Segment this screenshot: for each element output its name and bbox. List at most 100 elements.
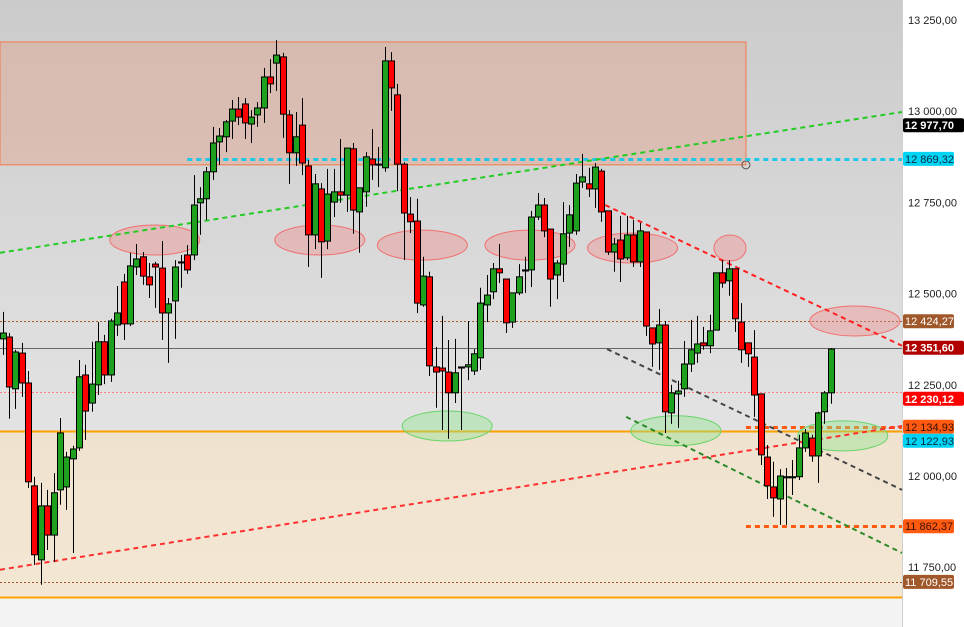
candle-down[interactable] [751,330,758,417]
candle-up[interactable] [89,341,96,412]
candle-down[interactable] [649,327,656,367]
candle-up[interactable] [133,244,140,276]
candle-up[interactable] [210,126,217,180]
candle-down[interactable] [401,162,408,261]
candle-up[interactable] [675,380,682,428]
trend-line[interactable] [606,348,903,491]
trend-line[interactable] [0,110,903,254]
candle-up[interactable] [560,202,567,282]
candle-up[interactable] [694,315,701,363]
candle-up[interactable] [707,314,714,354]
candle-down[interactable] [770,461,777,517]
candle-up[interactable] [458,366,465,431]
candle-up[interactable] [802,428,809,452]
support-ellipse[interactable] [401,410,493,442]
candle-up[interactable] [713,272,720,331]
candle-up[interactable] [76,360,83,451]
candle-up[interactable] [477,287,484,370]
candle-down[interactable] [605,210,612,255]
candle-up[interactable] [114,285,121,336]
candle-up[interactable] [522,256,529,293]
candle-down[interactable] [44,489,51,551]
candle-up[interactable] [172,260,179,339]
candle-down[interactable] [286,110,293,184]
candle-up[interactable] [197,187,204,235]
candle-down[interactable] [630,219,637,267]
candle-up[interactable] [528,210,535,288]
candle-down[interactable] [31,476,38,565]
candle-up[interactable] [223,120,230,153]
candle-up[interactable] [828,347,835,404]
candle-up[interactable] [821,391,828,424]
candle-up[interactable] [579,153,586,188]
candle-down[interactable] [758,393,765,466]
candle-down[interactable] [445,339,452,439]
candle-down[interactable] [235,97,242,126]
candle-down[interactable] [19,342,26,397]
candle-down[interactable] [407,196,414,234]
resistance-ellipse[interactable] [109,224,201,256]
candle-down[interactable] [617,215,624,282]
candle-up[interactable] [324,168,331,250]
candle-down[interactable] [350,142,357,234]
candle-down[interactable] [140,252,147,285]
candle-up[interactable] [452,338,459,404]
candle-up[interactable] [490,262,497,300]
candle-up[interactable] [70,445,77,553]
candle-up[interactable] [203,167,210,220]
candle-up[interactable] [51,473,58,562]
candle-down[interactable] [267,59,274,94]
candle-up[interactable] [554,260,561,300]
candle-up[interactable] [471,349,478,375]
candle-down[interactable] [369,129,376,180]
candle-down[interactable] [305,160,312,267]
candle-down[interactable] [439,315,446,431]
candle-up[interactable] [108,318,115,382]
candle-up[interactable] [789,459,796,495]
candle-up[interactable] [127,252,134,327]
candle-up[interactable] [165,297,172,363]
candle-down[interactable] [426,271,433,377]
candle-up[interactable] [331,168,338,218]
candle-up[interactable] [63,451,70,510]
candle-down[interactable] [337,138,344,203]
trend-line[interactable] [604,204,903,347]
candle-down[interactable] [242,98,249,139]
candle-up[interactable] [815,411,822,483]
support-ellipse[interactable] [630,415,722,447]
candle-up[interactable] [356,187,363,253]
candle-up[interactable] [254,102,261,127]
candle-down[interactable] [388,52,395,111]
candle-down[interactable] [152,261,159,308]
candle-down[interactable] [764,444,771,499]
candle-down[interactable] [541,198,548,238]
candle-down[interactable] [700,326,707,350]
candle-down[interactable] [643,231,650,336]
resistance-ellipse[interactable] [809,305,901,337]
candle-up[interactable] [273,40,280,91]
candle-up[interactable] [777,469,784,525]
candle-down[interactable] [101,334,108,385]
candle-down[interactable] [732,268,739,332]
candle-up[interactable] [261,67,268,123]
candle-up[interactable] [509,292,516,328]
candle-up[interactable] [191,175,198,261]
candle-down[interactable] [719,260,726,288]
candle-up[interactable] [0,311,7,355]
candle-up[interactable] [248,110,255,143]
candle-down[interactable] [745,342,752,367]
candle-up[interactable] [796,434,803,481]
candle-up[interactable] [668,384,675,424]
candle-down[interactable] [299,98,306,176]
candle-up[interactable] [516,264,523,296]
candle-down[interactable] [394,83,401,192]
candle-down[interactable] [496,244,503,284]
candle-down[interactable] [414,198,421,313]
candle-down[interactable] [598,168,605,222]
resistance-ellipse[interactable] [376,229,468,261]
candle-down[interactable] [146,262,153,298]
candle-up[interactable] [681,341,688,397]
candle-down[interactable] [662,320,669,433]
candle-up[interactable] [484,275,491,323]
